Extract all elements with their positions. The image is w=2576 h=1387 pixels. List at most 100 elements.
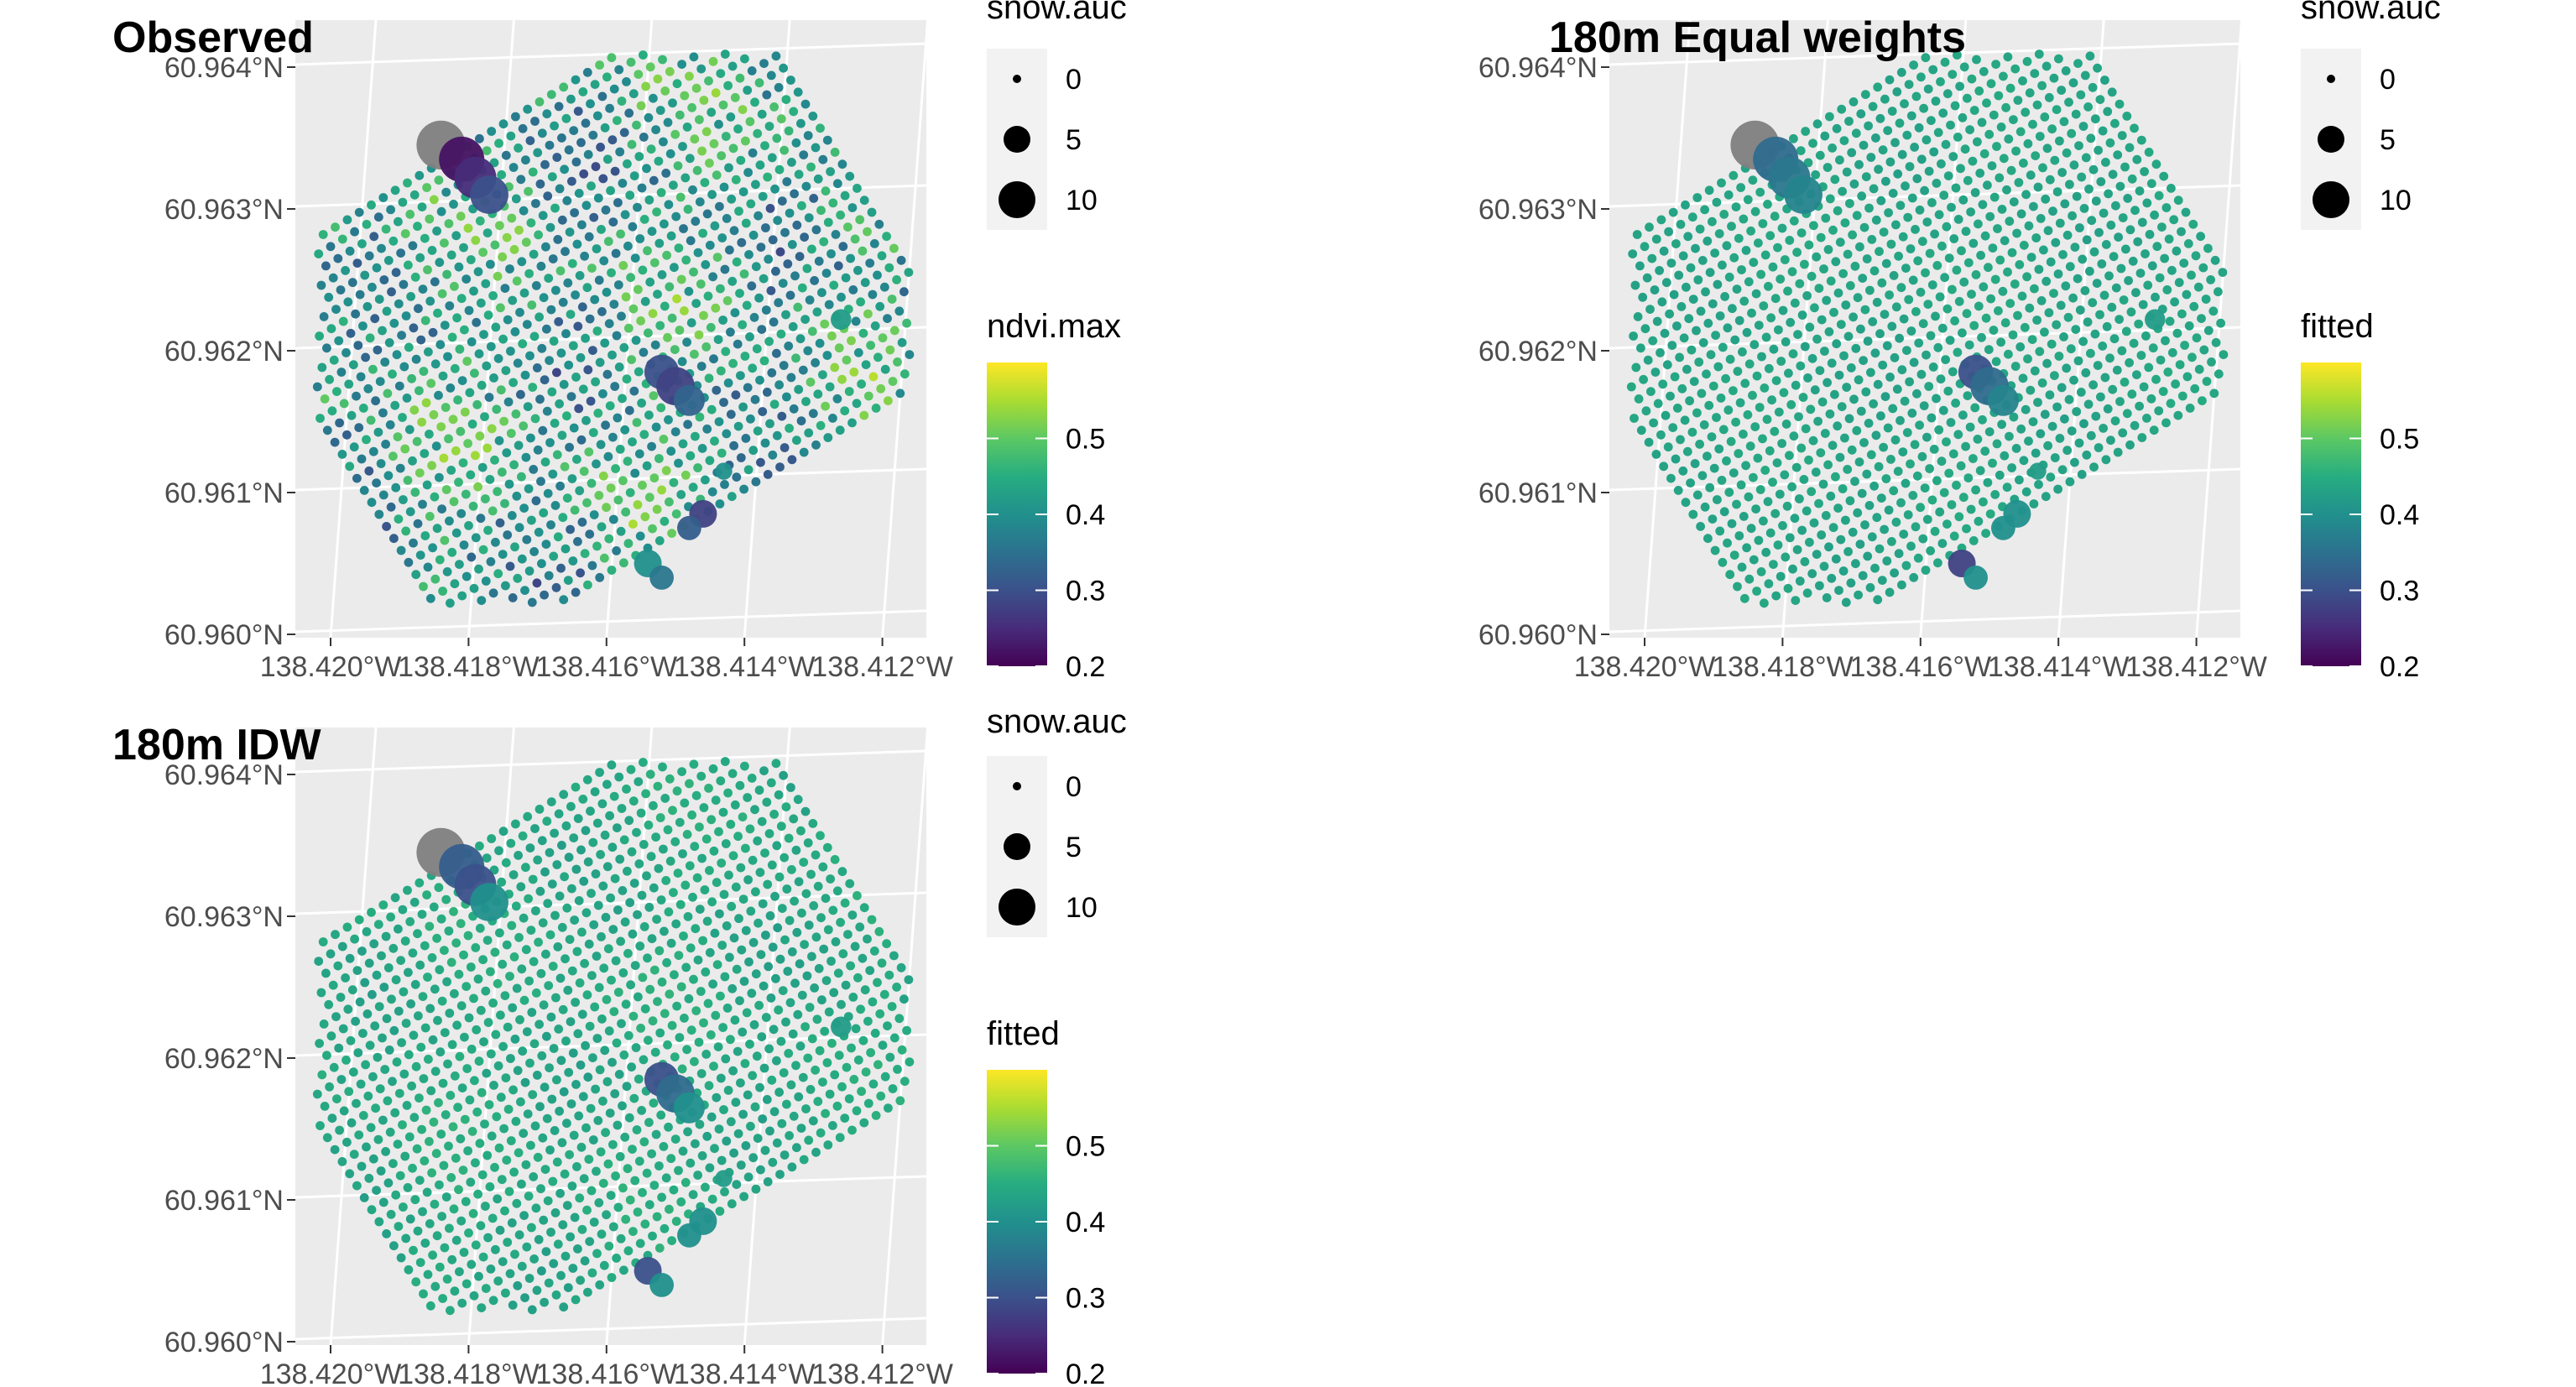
grid-point [1930,229,1939,239]
grid-point [1683,232,1693,242]
grid-point [455,1051,465,1061]
grid-point [550,1208,561,1218]
grid-point [1945,336,1955,345]
grid-point [1699,420,1709,430]
grid-point [466,962,476,972]
grid-point [1785,451,1794,461]
grid-point [511,409,521,419]
grid-point [748,363,758,373]
grid-point [1650,368,1661,377]
grid-point [821,401,830,411]
grid-point [348,1067,358,1077]
grid-point [804,1135,814,1145]
grid-point [612,1038,622,1048]
grid-point [449,907,458,916]
grid-point [490,1162,499,1172]
grid-point [375,377,385,386]
grid-point [462,357,472,366]
grid-point [672,1001,681,1011]
grid-point [451,1153,461,1163]
grid-point [621,507,631,517]
grid-point [410,979,420,989]
grid-point [776,329,786,339]
grid-point [764,829,774,838]
grid-point [1644,437,1654,447]
grid-point [554,102,564,112]
grid-point [1975,169,1985,178]
grid-point [1719,507,1729,517]
grid-point [360,978,370,988]
grid-point [477,596,487,605]
site-point [2029,462,2047,480]
grid-point [398,1120,407,1129]
grid-point [631,336,641,345]
grid-point [1907,409,1917,418]
grid-point [416,335,426,345]
grid-point [1908,491,1918,500]
grid-point [625,488,635,498]
grid-point [391,268,401,278]
grid-point [426,1086,436,1096]
grid-point [1769,344,1779,354]
grid-point [2114,232,2123,242]
grid-point [604,319,614,329]
grid-point [663,332,672,342]
grid-point [710,221,720,231]
grid-point [622,374,632,384]
grid-point [1788,564,1797,574]
grid-point [682,830,692,839]
grid-point [685,779,694,789]
grid-point [539,1000,549,1010]
grid-point [768,235,778,245]
grid-point [1712,197,1722,207]
grid-point [376,459,386,468]
grid-point [716,776,726,785]
grid-point [432,933,441,943]
grid-point [597,1229,607,1239]
grid-point [602,287,612,297]
grid-point [441,485,451,494]
grid-point [2112,365,2122,375]
grid-point [734,206,743,216]
grid-point [1870,563,1880,573]
grid-point [1873,82,1883,92]
grid-point [480,412,489,421]
grid-point [1834,370,1844,380]
grid-point [551,582,561,592]
colorbar-label: 0.3 [2380,576,2419,607]
grid-point [629,879,639,888]
grid-point [1833,206,1843,216]
grid-point [670,427,681,436]
grid-point [491,537,500,547]
grid-point [602,780,612,790]
grid-point [601,420,610,430]
grid-point [547,1094,557,1104]
grid-point [733,832,743,842]
grid-point [2159,171,2169,181]
grid-point [1828,523,1838,533]
grid-point [772,1056,781,1066]
grid-point [2045,390,2055,400]
grid-point [853,972,863,983]
grid-point [868,1079,879,1089]
grid-point [550,501,561,510]
grid-point [2156,355,2166,365]
grid-point [2180,341,2189,350]
grid-point [400,1151,410,1161]
grid-point [718,807,728,817]
grid-point [649,965,660,975]
grid-point [1674,270,1684,280]
grid-point [2035,347,2045,357]
grid-point [853,184,862,193]
grid-point [473,1189,482,1199]
grid-point [714,119,723,129]
grid-point [623,866,632,876]
grid-point [2023,354,2032,364]
grid-point [1970,188,1980,197]
grid-point [1682,364,1692,374]
grid-point [847,418,857,428]
grid-point [755,375,764,385]
grid-point [1895,415,1905,425]
grid-point [449,200,458,209]
grid-point [1770,508,1781,519]
